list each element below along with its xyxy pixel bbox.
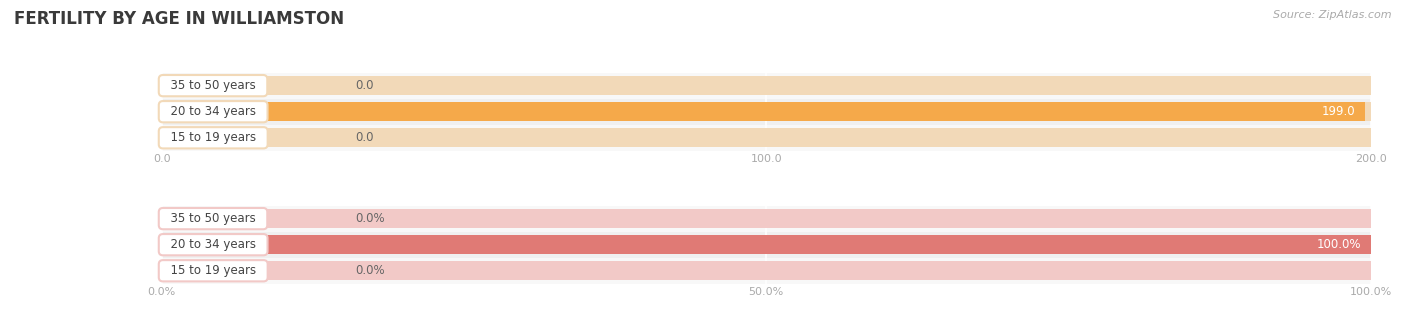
Bar <box>162 102 1371 121</box>
Text: 35 to 50 years: 35 to 50 years <box>163 212 263 225</box>
Text: 20 to 34 years: 20 to 34 years <box>163 105 263 118</box>
Bar <box>162 102 1365 121</box>
Bar <box>162 76 1371 95</box>
Bar <box>162 206 1371 232</box>
Bar <box>162 235 1371 254</box>
Bar <box>162 258 1371 284</box>
Text: 0.0: 0.0 <box>356 131 374 144</box>
Bar <box>162 235 1371 254</box>
Bar <box>162 99 1371 125</box>
Text: 199.0: 199.0 <box>1322 105 1355 118</box>
Text: 15 to 19 years: 15 to 19 years <box>163 131 263 144</box>
Text: 20 to 34 years: 20 to 34 years <box>163 238 263 251</box>
Text: Source: ZipAtlas.com: Source: ZipAtlas.com <box>1274 10 1392 20</box>
Bar <box>162 232 1371 258</box>
Text: 0.0%: 0.0% <box>356 212 385 225</box>
Bar <box>162 73 1371 99</box>
Text: FERTILITY BY AGE IN WILLIAMSTON: FERTILITY BY AGE IN WILLIAMSTON <box>14 10 344 28</box>
Bar <box>162 128 1371 147</box>
Text: 100.0%: 100.0% <box>1316 238 1361 251</box>
Text: 0.0: 0.0 <box>356 79 374 92</box>
Bar <box>162 125 1371 151</box>
Bar <box>162 209 1371 228</box>
Bar <box>162 261 1371 280</box>
Text: 15 to 19 years: 15 to 19 years <box>163 264 263 277</box>
Text: 0.0%: 0.0% <box>356 264 385 277</box>
Text: 35 to 50 years: 35 to 50 years <box>163 79 263 92</box>
